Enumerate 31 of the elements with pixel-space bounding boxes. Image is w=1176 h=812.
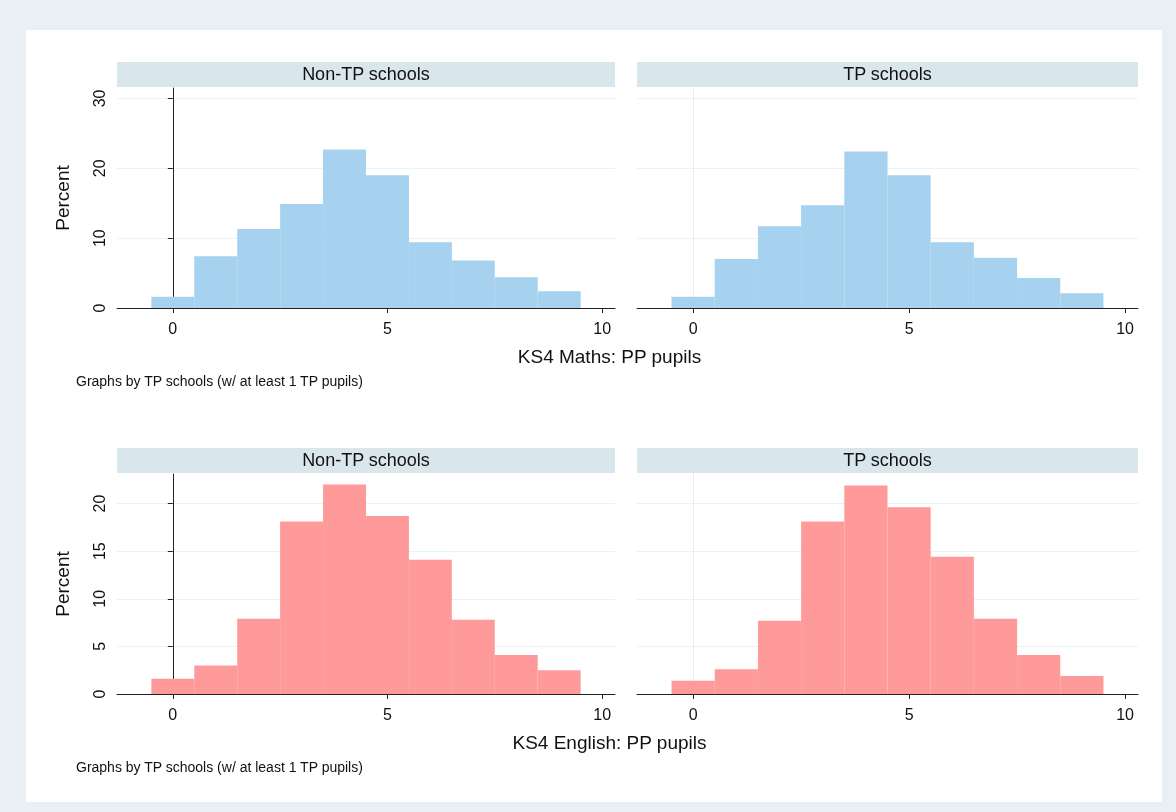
x-tick-label: 5 [383, 319, 393, 337]
x-tick-label: 0 [688, 319, 698, 337]
chart-title: TP schools [637, 62, 1138, 87]
x-tick-label: 10 [1116, 319, 1135, 337]
x-tick-label: 5 [904, 705, 914, 723]
y-tick-label: 20 [90, 494, 108, 513]
x-tick-label: 0 [688, 705, 698, 723]
y-tick-label: 0 [90, 689, 108, 699]
y-tick-label: 0 [90, 303, 108, 313]
chart-title: Non-TP schools [117, 448, 615, 473]
chart-title: TP schools [637, 448, 1138, 473]
y-tick-label: 10 [90, 229, 108, 248]
text: Graphs by TP schools (w/ at least 1 TP pupils) [76, 759, 363, 775]
y-tick-label: 30 [90, 89, 108, 108]
x-tick-label: 10 [1116, 705, 1135, 723]
y-axis-title: Percent [52, 164, 73, 231]
x-tick-label: 10 [593, 705, 612, 723]
y-tick-label: 5 [90, 641, 108, 651]
x-tick-label: 5 [383, 705, 393, 723]
x-tick-label: 0 [168, 705, 178, 723]
x-tick-label: 0 [168, 319, 178, 337]
x-axis-title: KS4 Maths: PP pupils [516, 346, 703, 368]
y-tick-label: 10 [90, 589, 108, 608]
y-tick-label: 15 [90, 542, 108, 561]
x-tick-label: 5 [904, 319, 914, 337]
x-axis-title: KS4 English: PP pupils [511, 732, 708, 754]
x-tick-label: 10 [593, 319, 612, 337]
y-tick-label: 20 [90, 159, 108, 178]
chart-title: Non-TP schools [117, 62, 615, 87]
y-axis-title: Percent [52, 550, 73, 617]
text: Graphs by TP schools (w/ at least 1 TP pupils) [76, 373, 363, 389]
